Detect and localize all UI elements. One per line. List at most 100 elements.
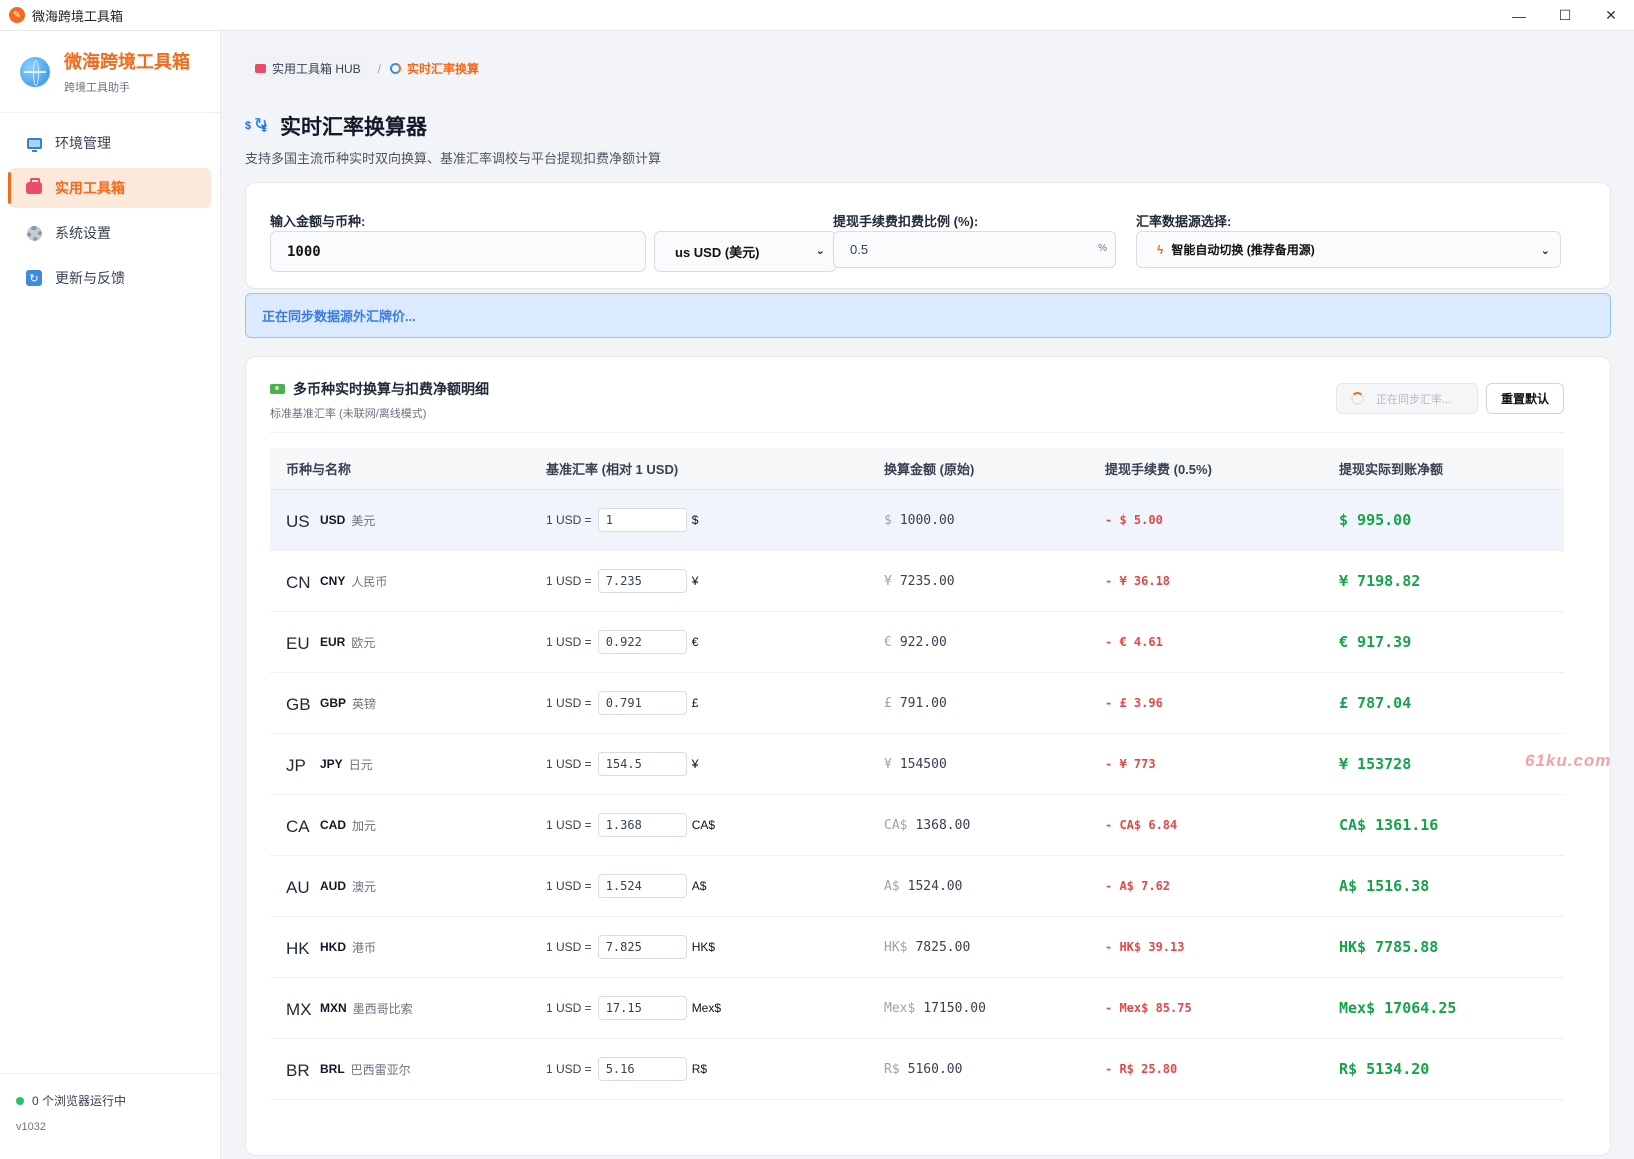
net-amount: CA$ 1361.16 <box>1339 816 1439 834</box>
breadcrumb: 实用工具箱 HUB / 实时汇率换算 <box>247 55 479 82</box>
rate-prefix: 1 USD = <box>546 1062 592 1076</box>
flag-code: JP <box>286 756 306 775</box>
sync-icon <box>390 63 402 74</box>
rate-input[interactable]: 0.922 <box>597 630 687 654</box>
window-controls: — ☐ ✕ <box>1496 0 1634 31</box>
currency-code: CNY <box>320 574 346 588</box>
money-icon <box>270 384 285 394</box>
converted-symbol: A$ <box>884 878 900 894</box>
maximize-button[interactable]: ☐ <box>1558 7 1572 23</box>
table-row: BR BRL 巴西雷亚尔 1 USD = 5.16 R$ R$ 5160.00 - R$ 25.… <box>270 1039 1564 1100</box>
input-card: 输入金额与币种: 1000 us USD (美元) ⌄ 提现手续费扣费比例 (%… <box>245 182 1611 289</box>
minimize-button[interactable]: — <box>1512 7 1526 24</box>
rate-input[interactable]: 7.235 <box>597 569 687 593</box>
rate-input[interactable]: 1 <box>597 508 687 532</box>
converted-amount: 922.00 <box>899 634 947 650</box>
converted-symbol: £ <box>884 695 892 711</box>
converted-symbol: Mex$ <box>884 1000 916 1016</box>
converted-symbol: $ <box>884 512 892 528</box>
rate-input[interactable]: 154.5 <box>597 752 687 776</box>
close-button[interactable]: ✕ <box>1605 7 1617 23</box>
net-amount: Mex$ 17064.25 <box>1339 999 1457 1017</box>
brand-subtitle: 跨境工具助手 <box>64 82 130 94</box>
converted-symbol: CA$ <box>884 817 908 833</box>
currency-code: HKD <box>320 940 346 954</box>
rate-input[interactable]: 17.15 <box>597 996 687 1020</box>
currency-name: 人民币 <box>351 574 388 589</box>
flag-code: AU <box>286 878 310 897</box>
converted-symbol: ¥ <box>884 573 892 589</box>
fee-amount: - $ 5.00 <box>1105 513 1163 527</box>
currency-code: MXN <box>320 1001 347 1015</box>
amount-label: 输入金额与币种: <box>270 214 366 229</box>
fee-input[interactable]: 0.5 % <box>833 231 1116 268</box>
rate-symbol: $ <box>691 513 699 527</box>
amount-input[interactable]: 1000 <box>270 231 646 272</box>
rate-prefix: 1 USD = <box>546 696 592 710</box>
rate-prefix: 1 USD = <box>546 940 592 954</box>
breadcrumb-separator: / <box>377 61 382 76</box>
flag-code: MX <box>286 1000 312 1019</box>
page-title-text: 实时汇率换算器 <box>280 116 427 139</box>
converted-symbol: R$ <box>884 1061 900 1077</box>
rate-prefix: 1 USD = <box>546 1001 592 1015</box>
sidebar-item-updates[interactable]: ↻ 更新与反馈 <box>9 258 211 298</box>
net-amount: R$ 5134.20 <box>1339 1060 1430 1078</box>
breadcrumb-current: 实时汇率换算 <box>390 60 479 77</box>
rate-input[interactable]: 5.16 <box>597 1057 687 1081</box>
converted-symbol: ¥ <box>884 756 892 772</box>
table-row: HK HKD 港币 1 USD = 7.825 HK$ HK$ 7825.00 - HK$ 39… <box>270 917 1564 978</box>
page-title: $ ↻ ¥ 实时汇率换算器 <box>245 111 427 141</box>
flag-code: CA <box>286 817 310 836</box>
sync-banner: 正在同步数据源外汇牌价... <box>245 293 1611 338</box>
rate-prefix: 1 USD = <box>546 879 592 893</box>
currency-name: 墨西哥比索 <box>352 1001 413 1016</box>
rate-input[interactable]: 7.825 <box>597 935 687 959</box>
rate-prefix: 1 USD = <box>546 635 592 649</box>
sidebar-item-environment[interactable]: 环境管理 <box>9 123 211 163</box>
lightning-icon: ϟ <box>1157 242 1164 257</box>
rate-symbol: Mex$ <box>691 1001 722 1015</box>
table-row: MX MXN 墨西哥比索 1 USD = 17.15 Mex$ Mex$ 17150.00 - … <box>270 978 1564 1039</box>
sidebar-item-toolbox[interactable]: 实用工具箱 <box>8 168 211 208</box>
header-fee: 提现手续费 (0.5%) <box>1105 462 1212 477</box>
converted-amount: 17150.00 <box>923 1000 986 1016</box>
sidebar-nav: 环境管理 实用工具箱 系统设置 ↻ 更新与反馈 <box>0 113 220 313</box>
flag-code: HK <box>286 939 310 958</box>
rate-symbol: HK$ <box>691 940 716 954</box>
table-row: AU AUD 澳元 1 USD = 1.524 A$ A$ 1524.00 - A$ 7.62 A… <box>270 856 1564 917</box>
browser-status: 0 个浏览器运行中 <box>32 1094 127 1108</box>
currency-code: GBP <box>320 696 347 710</box>
converted-amount: 791.00 <box>899 695 947 711</box>
breadcrumb-hub-link[interactable]: 实用工具箱 HUB <box>247 55 369 82</box>
breadcrumb-hub-label: 实用工具箱 HUB <box>272 62 361 76</box>
reset-default-button[interactable]: 重置默认 <box>1486 383 1564 414</box>
fee-amount: - € 4.61 <box>1105 635 1163 649</box>
rate-input[interactable]: 1.368 <box>597 813 687 837</box>
sidebar-item-settings[interactable]: 系统设置 <box>9 213 211 253</box>
converted-symbol: € <box>884 634 892 650</box>
sync-rates-button[interactable]: 正在同步汇率... <box>1336 383 1478 414</box>
sidebar-item-label: 更新与反馈 <box>55 270 125 286</box>
divider <box>270 432 1564 433</box>
flag-code: CN <box>286 573 311 592</box>
globe-icon <box>20 56 50 87</box>
table-row: EU EUR 欧元 1 USD = 0.922 € €922.00 - € 4.61 € 917… <box>270 612 1564 673</box>
rate-prefix: 1 USD = <box>546 757 592 771</box>
rate-symbol: £ <box>691 696 699 710</box>
rate-input[interactable]: 1.524 <box>597 874 687 898</box>
converted-amount: 1000.00 <box>899 512 955 528</box>
watermark: 61ku.com <box>1525 751 1612 770</box>
table-row: US USD 美元 1 USD = 1 $ $1000.00 - $ 5.00 $ 995.00 <box>270 490 1564 551</box>
refresh-icon: ↻ <box>25 270 43 286</box>
currency-name: 澳元 <box>352 879 377 894</box>
source-select[interactable]: ϟ 智能自动切换 (推荐备用源) ⌄ <box>1136 231 1561 268</box>
rate-input[interactable]: 0.791 <box>597 691 687 715</box>
flag-code: BR <box>286 1061 310 1080</box>
converted-amount: 7825.00 <box>915 939 971 955</box>
sidebar-item-label: 环境管理 <box>55 135 111 151</box>
currency-name: 日元 <box>348 757 373 772</box>
rate-symbol: € <box>691 635 699 649</box>
currency-select[interactable]: us USD (美元) ⌄ <box>654 231 836 272</box>
header-converted: 换算金额 (原始) <box>884 462 975 477</box>
